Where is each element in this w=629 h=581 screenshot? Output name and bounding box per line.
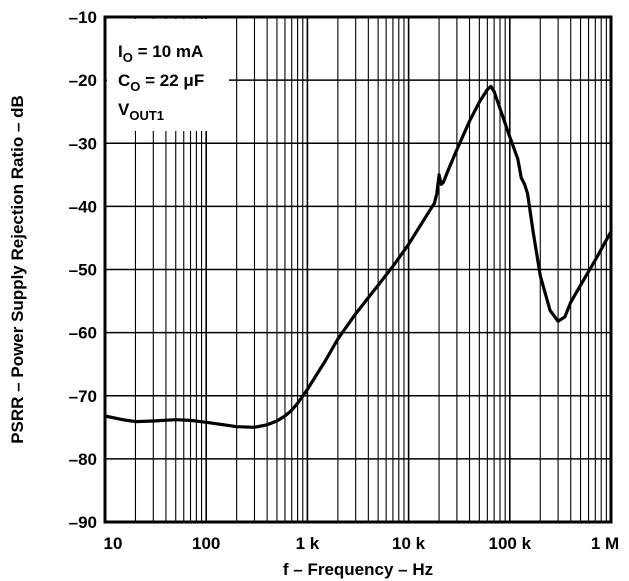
y-tick-label: –10 — [69, 8, 97, 27]
x-tick-label: 1 M — [591, 534, 619, 553]
y-tick-label: –20 — [69, 71, 97, 90]
legend-entry: CO = 22 μF — [118, 71, 204, 94]
legend-box — [107, 19, 229, 131]
x-tick-labels: 10 100 1 k 10 k 100 k 1 M — [104, 534, 620, 553]
legend-entry: VOUT1 — [118, 100, 164, 123]
plot-frame — [103, 15, 613, 524]
y-tick-label: –70 — [69, 387, 97, 406]
legend-annotation: IO = 10 mA CO = 22 μF VOUT1 — [118, 42, 204, 123]
x-tick-label: 100 k — [489, 534, 532, 553]
y-tick-label: –30 — [69, 134, 97, 153]
x-tick-label: 1 k — [296, 534, 320, 553]
y-tick-label: –80 — [69, 450, 97, 469]
x-tick-label: 10 — [104, 534, 123, 553]
x-axis-title: f – Frequency – Hz — [283, 560, 433, 579]
y-tick-label: –50 — [69, 261, 97, 280]
legend-entry: IO = 10 mA — [118, 42, 203, 65]
x-tick-label: 100 — [192, 534, 220, 553]
y-axis-title: PSRR – Power Supply Rejection Ratio – dB — [8, 95, 27, 444]
y-tick-label: –40 — [69, 197, 97, 216]
y-tick-labels: –10 –20 –30 –40 –50 –60 –70 –80 –90 — [69, 8, 97, 532]
y-tick-label: –90 — [69, 513, 97, 532]
y-tick-label: –60 — [69, 324, 97, 343]
series-line-psrr — [103, 84, 613, 429]
x-tick-label: 10 k — [392, 534, 426, 553]
